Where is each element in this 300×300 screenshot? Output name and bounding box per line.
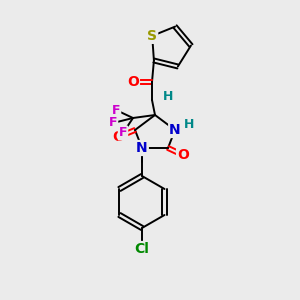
Text: F: F — [109, 116, 117, 130]
Text: F: F — [112, 103, 120, 116]
Text: F: F — [119, 127, 127, 140]
Text: O: O — [112, 130, 124, 144]
Text: N: N — [169, 123, 181, 137]
Text: S: S — [147, 29, 157, 43]
Text: Cl: Cl — [135, 242, 149, 256]
Text: O: O — [127, 75, 139, 89]
Text: O: O — [177, 148, 189, 162]
Text: H: H — [163, 91, 173, 103]
Text: N: N — [136, 141, 148, 155]
Text: H: H — [184, 118, 194, 131]
